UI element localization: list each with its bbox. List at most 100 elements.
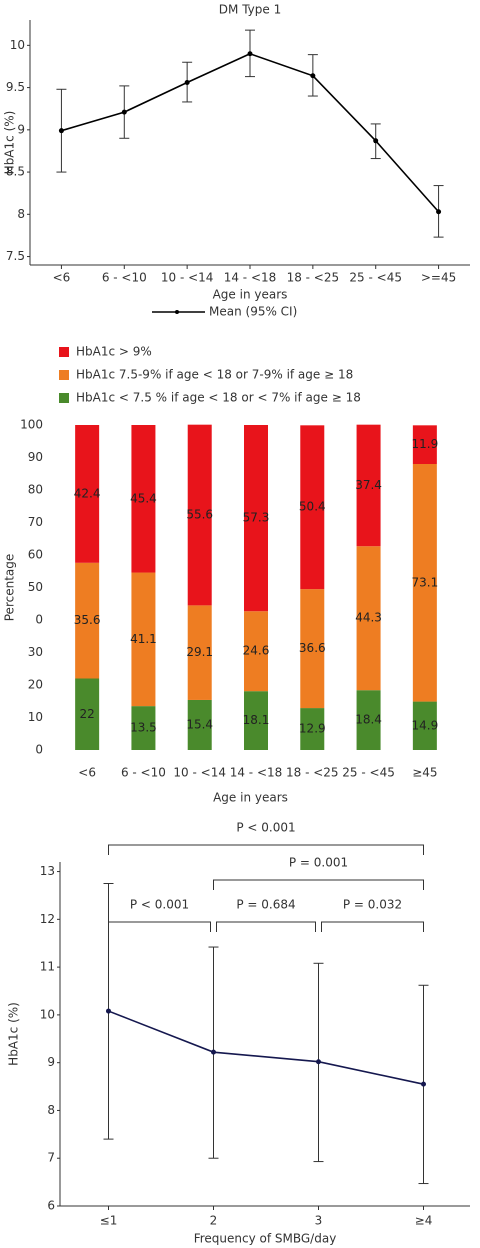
y-tick-label: 9.5 (6, 80, 25, 94)
x-tick-label: 14 - <18 (230, 766, 283, 780)
bracket (216, 921, 316, 932)
point (421, 1081, 426, 1087)
data-label: 41.1 (130, 632, 157, 646)
data-label: 42.4 (74, 486, 101, 500)
p-value-annotation: P < 0.001 (130, 898, 189, 912)
legend-marker (175, 310, 179, 314)
y-tick-label: 12 (40, 912, 55, 926)
data-label: 45.4 (130, 491, 157, 505)
legend-label: HbA1c > 9% (76, 345, 152, 359)
legend-swatch (59, 370, 69, 380)
point (436, 209, 442, 215)
y-tick-label: 60 (28, 548, 43, 562)
y-tick-label: 80 (28, 483, 43, 497)
bar-segment (187, 424, 212, 606)
point (373, 138, 379, 144)
x-tick-label: 25 - <45 (342, 766, 395, 780)
data-label: 57.3 (243, 511, 270, 525)
bar-segment (75, 425, 100, 563)
data-label: 15.4 (186, 717, 213, 731)
y-tick-label: 100 (20, 418, 43, 432)
data-label: 55.6 (186, 508, 213, 522)
y-tick-label: 6 (47, 1199, 55, 1213)
y-tick-label: 9 (47, 1055, 55, 1069)
legend-swatch (59, 347, 69, 357)
data-label: 73.1 (411, 575, 438, 589)
point (247, 51, 253, 57)
legend-label: HbA1c < 7.5 % if age < 18 or < 7% if age… (76, 391, 361, 405)
x-tick-label: 10 - <14 (173, 766, 226, 780)
x-tick-label: ≥45 (412, 766, 437, 780)
y-tick-label: 90 (28, 450, 43, 464)
bar-segment (356, 546, 381, 691)
data-label: 11.9 (411, 437, 438, 451)
data-label: 44.3 (355, 611, 382, 625)
line (108, 1010, 424, 1085)
y-tick-label: 9 (17, 122, 25, 136)
bracket (321, 921, 424, 932)
data-label: 37.4 (355, 478, 382, 492)
point (106, 1008, 111, 1014)
bar-segment (75, 562, 100, 679)
y-tick-label: 7 (47, 1151, 55, 1165)
y-tick-label: 10 (40, 1007, 55, 1021)
point (121, 109, 127, 115)
bracket (213, 879, 424, 890)
x-tick-label: 6 - <10 (102, 271, 147, 285)
y-tick-label: 30 (28, 645, 43, 659)
data-label: 36.6 (299, 641, 326, 655)
x-axis-label: Frequency of SMBG/day (194, 1232, 337, 1246)
y-tick-label: 0 (35, 743, 43, 757)
bar-segment (356, 424, 381, 547)
x-tick-label: 2 (210, 1214, 218, 1228)
bar-segment (244, 611, 268, 692)
x-tick-label: 18 - <25 (286, 766, 339, 780)
x-tick-label: <6 (78, 766, 96, 780)
bar-segment (131, 572, 156, 707)
x-tick-label: <6 (53, 271, 71, 285)
data-label: 18.4 (355, 713, 382, 727)
y-tick-label: 8.5 (6, 165, 25, 179)
x-tick-label: 18 - <25 (287, 271, 340, 285)
y-tick-label: 11 (40, 960, 55, 974)
bar-segment (300, 589, 325, 709)
y-tick-label: 13 (40, 864, 55, 878)
point (316, 1059, 321, 1065)
bar-segment (412, 464, 437, 702)
p-value-annotation: P = 0.032 (343, 898, 402, 912)
y-tick-label: 8 (47, 1103, 55, 1117)
bar-segment (356, 690, 381, 750)
data-label: 29.1 (186, 645, 213, 659)
x-axis-label: Age in years (213, 288, 288, 302)
p-value-annotation: P = 0.001 (289, 856, 348, 870)
y-tick-label: 70 (28, 515, 43, 529)
point (184, 80, 190, 86)
y-axis-label: HbA1c (%) (3, 111, 17, 175)
bar-segment (244, 425, 268, 612)
data-label: 13.5 (130, 721, 157, 735)
y-tick-label: 8 (17, 207, 25, 221)
point (58, 128, 64, 134)
data-label: 18.1 (243, 713, 270, 727)
line (61, 52, 440, 213)
bracket (108, 844, 424, 855)
data-label: 35.6 (74, 613, 101, 627)
y-tick-label: 50 (28, 580, 43, 594)
bar-segment (300, 708, 325, 750)
y-tick-label: 20 (28, 678, 43, 692)
bar-segment (187, 699, 212, 750)
data-label: 24.6 (243, 644, 270, 658)
bar-segment (412, 425, 437, 464)
p-value-annotation: P = 0.684 (236, 898, 295, 912)
data-label: 50.4 (299, 500, 326, 514)
chart-title: DM Type 1 (219, 3, 281, 17)
x-tick-label: 14 - <18 (224, 271, 277, 285)
x-tick-label: >=45 (421, 271, 456, 285)
legend-label: HbA1c 7.5-9% if age < 18 or 7-9% if age … (76, 368, 353, 382)
x-axis-label: Age in years (213, 791, 288, 805)
bar-segment (75, 678, 100, 750)
y-tick-label: 10 (10, 38, 25, 52)
y-tick-label: 7.5 (6, 249, 25, 263)
x-tick-label: ≥4 (415, 1214, 433, 1228)
bracket (108, 921, 211, 932)
